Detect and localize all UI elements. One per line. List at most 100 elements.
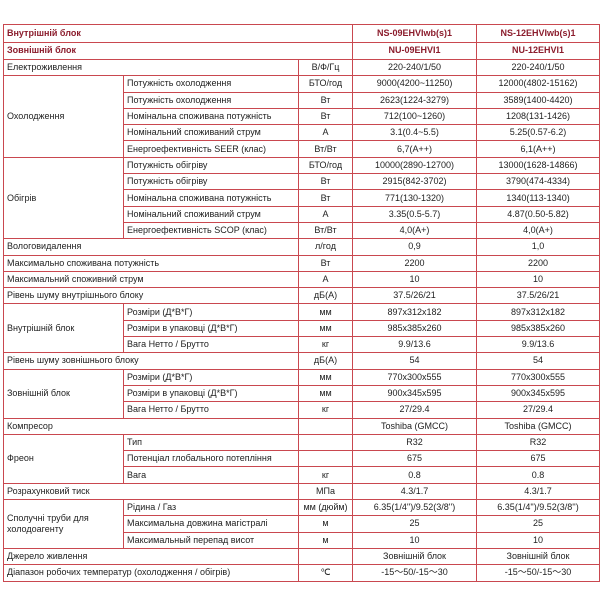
value-model-2: 13000(1628-14866) <box>476 156 600 175</box>
group-label: Сполучні труби для холодоагенту <box>3 499 124 549</box>
table-row: Розміри в упаковці (Д*В*Г) мм 985x385x260 9… <box>4 319 600 338</box>
outdoor-model-row: Зовнішній блок NU-09EHVI1 NU-12EHVI1 <box>2 41 600 60</box>
value-model-1: 6.35(1/4'')/9.52(3/8'') <box>352 499 478 517</box>
value-model-1: 897x312x182 <box>352 303 478 321</box>
row-label: Вологовидалення <box>3 238 299 256</box>
value-model-2: 0.8 <box>476 466 600 484</box>
value-model-1: 10 <box>352 270 478 289</box>
value-model-2: 4,0(A+) <box>476 221 600 240</box>
parameter-name: Розміри в упаковці (Д*В*Г) <box>123 319 299 338</box>
row-label: Максимальний споживний струм <box>3 270 299 289</box>
value-model-1: 10 <box>352 531 478 549</box>
parameter-name: Розміри в упаковці (Д*В*Г) <box>123 384 299 403</box>
value-model-2: 12000(4802-15162) <box>476 75 600 93</box>
value-model-2: Toshiba (GMCC) <box>476 417 600 435</box>
table-row: Внутрішній блок Розміри (Д*В*Г) мм 897x312x… <box>3 303 600 354</box>
value-model-1: R32 <box>352 433 478 452</box>
value-model-1: 0,9 <box>352 238 478 256</box>
indoor-model-2: NS-12EHVIwb(s)1 <box>476 24 600 43</box>
unit: Вт <box>297 189 354 207</box>
value-model-2: 25 <box>476 515 600 533</box>
indoor-label: Внутрішній блок <box>2 24 354 43</box>
table-row: Вологовидалення л/год 0,9 1,0 <box>3 238 600 256</box>
row-label: Рівень шуму зовнішнього блоку <box>3 352 299 370</box>
unit: А <box>297 205 354 223</box>
value-model-1: 900x345x595 <box>352 384 478 403</box>
table-row: Охолодження Потужність охолодження БТО/год… <box>3 75 600 158</box>
value-model-2: 10 <box>476 531 600 549</box>
table-row: Максимальний споживний струм А 10 10 <box>3 270 600 289</box>
table-row: Діапазон робочих температур (охолодження… <box>3 564 600 582</box>
row-label: Джерело живлення <box>3 547 299 566</box>
value-model-1: 0.8 <box>352 466 478 484</box>
unit: Вт <box>297 91 354 109</box>
value-model-1: 25 <box>352 515 478 533</box>
value-model-1: 2200 <box>352 254 478 272</box>
table-row: Енергоефективність SCOP (клас) Вт/Вт 4,0(A… <box>4 221 600 240</box>
value-model-2: 54 <box>476 352 600 370</box>
table-row: Номінальна споживана потужність Вт 712(100… <box>4 107 600 126</box>
value-model-2: 900x345x595 <box>476 384 600 403</box>
row-label: Діапазон робочих температур (охолодження… <box>3 564 299 582</box>
value-model-2: 770x300x555 <box>476 368 600 386</box>
value-model-2: -15～50/-15～30 <box>476 564 600 582</box>
value-model-1: 771(130-1320) <box>352 189 478 207</box>
value-model-1: 54 <box>352 352 478 370</box>
table-row: Вага Нетто / Брутто кг 27/29.4 27/29.4 <box>4 401 600 419</box>
outdoor-model-2: NU-12EHVI1 <box>476 41 600 60</box>
unit: В/Ф/Гц <box>297 58 354 77</box>
unit: м <box>297 531 354 549</box>
table-row: Зовнішній блок Розміри (Д*В*Г) мм 770x300x5… <box>3 368 600 419</box>
unit: мм <box>297 368 354 386</box>
parameter-name: Енергоефективність SCOP (клас) <box>123 221 299 240</box>
value-model-1: 770x300x555 <box>352 368 478 386</box>
table-row: Потужність обігріву Вт 2915(842-3702) 3790(… <box>4 173 600 191</box>
unit: мм <box>297 384 354 403</box>
table-row: Рівень шуму внутрішнього блоку дБ(А) 37.5/… <box>3 287 600 305</box>
table-row: Розрахунковий тиск МПа 4.3/1.7 4.3/1.7 <box>3 482 600 501</box>
value-model-2: 985x385x260 <box>476 319 600 338</box>
value-model-1: Зовнішній блок <box>352 547 478 566</box>
table-row: Вага кг 0.8 0.8 <box>4 466 600 484</box>
unit: дБ(А) <box>297 287 354 305</box>
unit <box>297 417 354 435</box>
table-row: Максимально споживана потужність Вт 2200 22… <box>3 254 600 272</box>
value-model-2: R32 <box>476 433 600 452</box>
value-model-1: 9000(4200~11250) <box>352 75 478 93</box>
value-model-1: 220-240/1/50 <box>352 58 478 77</box>
parameter-name: Вага Нетто / Брутто <box>123 336 299 354</box>
value-model-2: 1340(113-1340) <box>476 189 600 207</box>
value-model-2: 9.9/13.6 <box>476 336 600 354</box>
value-model-2: 6.35(1/4'')/9.52(3/8'') <box>476 499 600 517</box>
parameter-name: Потужність охолодження <box>123 91 299 109</box>
indoor-model-row: Внутрішній блок NS-09EHVIwb(s)1 NS-12EHV… <box>2 24 600 43</box>
parameter-name: Тип <box>123 433 299 452</box>
parameter-name: Максимальный перепад висот <box>123 531 299 549</box>
table-row: Потужність охолодження Вт 2623(1224-3279) 3… <box>4 91 600 109</box>
row-label: Максимально споживана потужність <box>3 254 299 272</box>
value-model-1: -15～50/-15～30 <box>352 564 478 582</box>
unit: БТО/год <box>297 156 354 175</box>
table-row: Обігрів Потужність обігріву БТО/год 10000(2… <box>3 156 600 240</box>
parameter-name: Потужність обігріву <box>123 156 299 175</box>
value-model-1: 10000(2890-12700) <box>352 156 478 175</box>
value-model-2: 220-240/1/50 <box>476 58 600 77</box>
unit: кг <box>297 336 354 354</box>
unit: мм <box>297 303 354 321</box>
value-model-2: 1,0 <box>476 238 600 256</box>
spec-table: Внутрішній блок NS-09EHVIwb(s)1 NS-12EHV… <box>2 24 600 582</box>
value-model-2: 897x312x182 <box>476 303 600 321</box>
parameter-name: Максимальна довжина магістралі <box>123 515 299 533</box>
row-label: Рівень шуму внутрішнього блоку <box>3 287 299 305</box>
table-row: Потенціал глобального потепління 675 675 <box>4 450 600 468</box>
unit: МПа <box>297 482 354 501</box>
unit: мм <box>297 319 354 338</box>
parameter-name: Номінальний споживаний струм <box>123 124 299 142</box>
value-model-1: 9.9/13.6 <box>352 336 478 354</box>
value-model-1: 3.1(0.4~5.5) <box>352 124 478 142</box>
value-model-1: 27/29.4 <box>352 401 478 419</box>
value-model-2: 3790(474-4334) <box>476 173 600 191</box>
unit: ℃ <box>297 564 354 582</box>
parameter-name: Номінальна споживана потужність <box>123 189 299 207</box>
outdoor-label: Зовнішній блок <box>2 41 354 60</box>
